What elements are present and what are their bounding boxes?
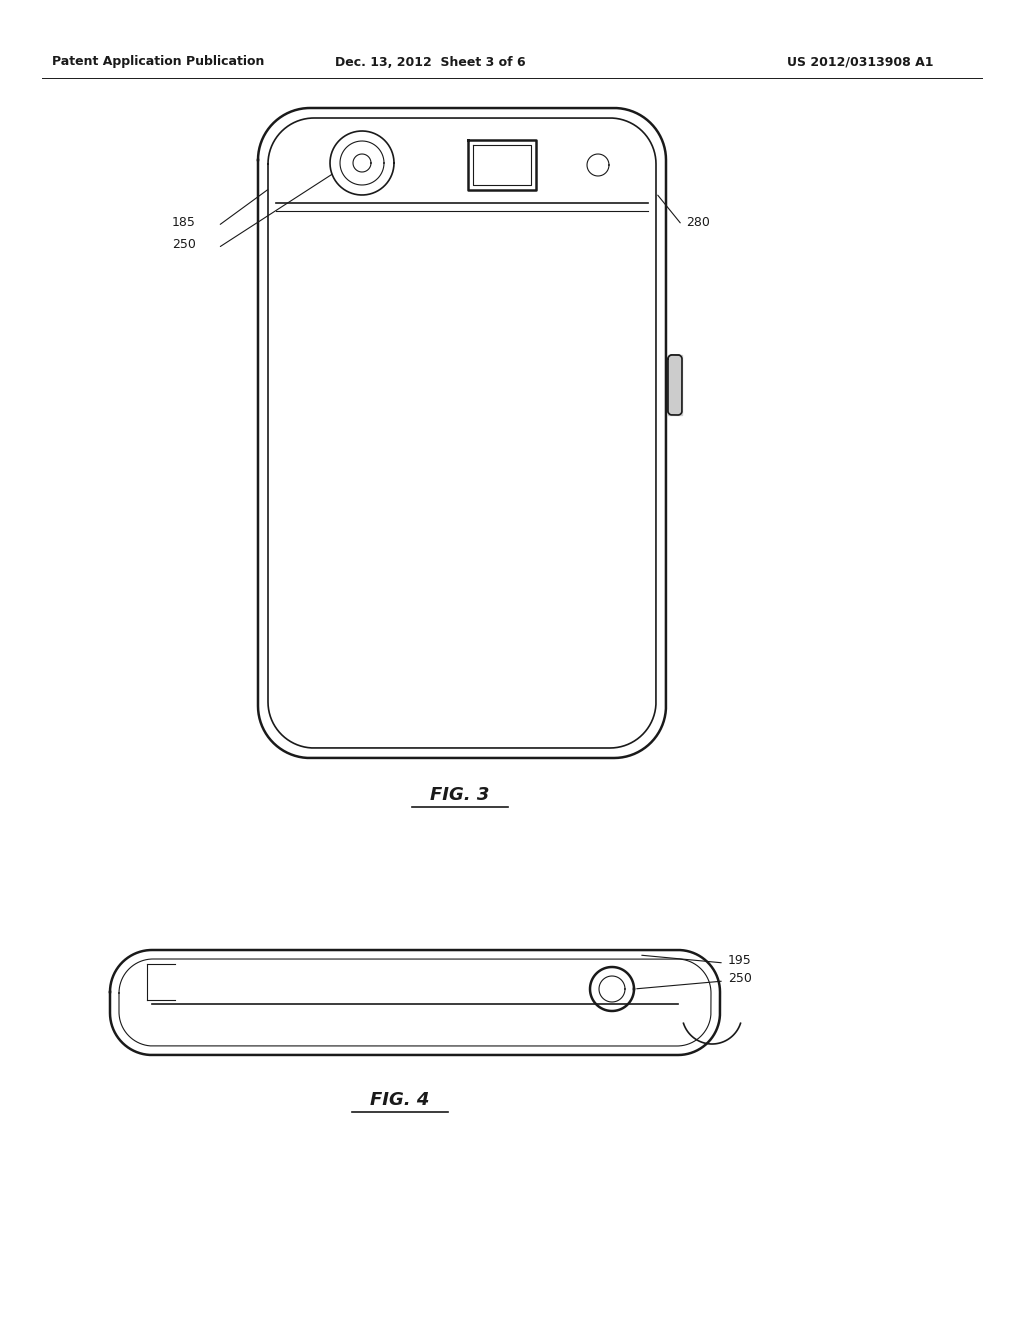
Text: 250: 250 [172, 238, 196, 251]
Text: US 2012/0313908 A1: US 2012/0313908 A1 [786, 55, 933, 69]
Text: FIG. 3: FIG. 3 [430, 785, 489, 804]
Text: 280: 280 [686, 215, 710, 228]
Text: Dec. 13, 2012  Sheet 3 of 6: Dec. 13, 2012 Sheet 3 of 6 [335, 55, 525, 69]
Text: 195: 195 [728, 953, 752, 966]
Text: 185: 185 [172, 215, 196, 228]
Text: FIG. 4: FIG. 4 [371, 1092, 430, 1109]
Polygon shape [668, 355, 682, 414]
Text: 250: 250 [728, 972, 752, 985]
Text: Patent Application Publication: Patent Application Publication [52, 55, 264, 69]
